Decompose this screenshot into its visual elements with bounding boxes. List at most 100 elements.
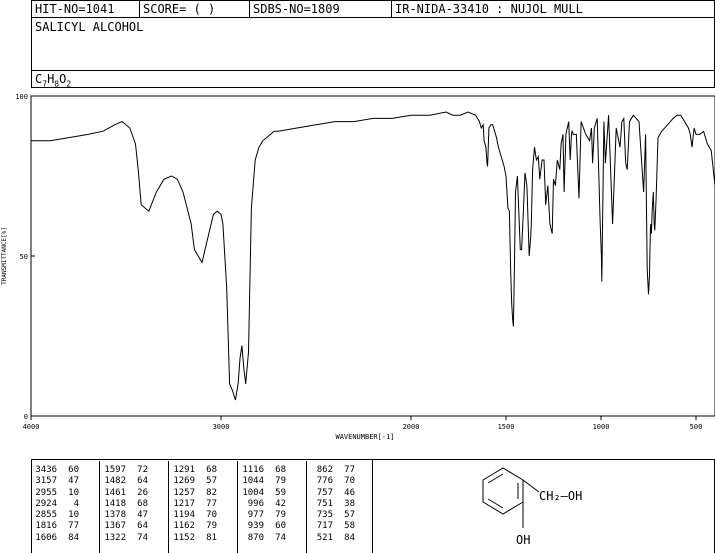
peak-transmittance: 79	[275, 510, 286, 521]
peak-row: 751 38	[307, 499, 373, 510]
peak-row: 1597 72	[100, 465, 168, 476]
peak-wavenumber: 1044	[242, 476, 264, 487]
peak-row: 3157 47	[31, 476, 99, 487]
peak-row: 1152 81	[169, 533, 237, 544]
peak-wavenumber: 939	[247, 521, 264, 532]
header-bar: HIT-NO=1041 SCORE= ( ) SDBS-NO=1809 IR-N…	[31, 0, 715, 18]
peak-wavenumber: 2855	[35, 510, 57, 521]
x-tick-label: 3000	[213, 423, 230, 431]
spectrum-series-line	[31, 111, 715, 401]
peak-wavenumber: 3157	[35, 476, 57, 487]
peak-column: 3436 60 3157 47 2955 10 2924 4 2855 10 1816 77 1606 8…	[31, 461, 100, 553]
peak-wavenumber: 776	[316, 476, 333, 487]
peak-transmittance: 72	[137, 465, 148, 475]
peak-transmittance: 64	[137, 521, 148, 532]
formula-box: C7H8O2	[31, 70, 715, 88]
ir-spectrum-chart: 0 50 100 4000 3000 2000 1500 1000 500 WAVENUMBE…	[1, 93, 715, 441]
score: SCORE= ( )	[140, 1, 250, 18]
peak-row: 1482 64	[100, 476, 168, 487]
peak-row: 1257 82	[169, 488, 237, 499]
peak-row: 862 77	[307, 465, 373, 476]
peak-transmittance: 79	[206, 521, 217, 532]
ir-nida: IR-NIDA-33410 : NUJOL MULL	[395, 2, 583, 16]
peak-wavenumber: 1378	[104, 510, 126, 521]
peak-transmittance: 47	[137, 510, 148, 521]
bond-to-ch2	[522, 479, 540, 493]
peak-transmittance: 77	[344, 465, 355, 475]
peak-wavenumber: 2955	[35, 487, 57, 498]
peak-row: 776 70	[307, 476, 373, 487]
x-axis-label: WAVENUMBER[-1]	[335, 433, 394, 441]
peak-row: 3436 60	[31, 465, 99, 476]
peak-wavenumber: 735	[316, 510, 333, 521]
y-axis-label: TRANSMITTANCE[%]	[1, 227, 8, 285]
y-tick-label: 50	[20, 253, 28, 261]
peak-transmittance: 59	[275, 487, 286, 498]
x-tick-label: 2000	[403, 423, 420, 431]
peak-transmittance: 84	[344, 532, 355, 543]
peak-transmittance: 47	[68, 476, 79, 487]
sdbs-no: SDBS-NO=1809	[250, 1, 392, 18]
peak-wavenumber: 1816	[35, 521, 57, 532]
peak-transmittance: 4	[73, 498, 79, 509]
peak-row: 1116 68	[238, 465, 306, 476]
peak-row: 1044 79	[238, 476, 306, 487]
peak-transmittance: 57	[344, 510, 355, 521]
peak-column: 1597 72 1482 64 1461 26 1418 68 1378 47 1367 64 1322…	[100, 461, 169, 553]
peak-wavenumber: 1217	[173, 498, 195, 509]
peak-transmittance: 46	[344, 487, 355, 498]
hit-no: HIT-NO=1041	[32, 1, 140, 18]
peak-row: 1194 70	[169, 510, 237, 521]
plot-frame	[30, 95, 715, 417]
peak-row: 717 58	[307, 521, 373, 532]
peak-column: 1291 68 1269 57 1257 82 1217 77 1194 70 1162 79 1152…	[169, 461, 238, 553]
peak-transmittance: 60	[275, 521, 286, 532]
peak-row: 2955 10	[31, 488, 99, 499]
peak-row: 1217 77	[169, 499, 237, 510]
x-tick-label: 4000	[23, 423, 40, 431]
molecular-formula: C7H8O2	[35, 72, 72, 89]
peak-transmittance: 42	[275, 498, 286, 509]
peak-wavenumber: 3436	[35, 465, 57, 475]
y-tick-label: 100	[15, 93, 28, 101]
peak-transmittance: 26	[137, 487, 148, 498]
peak-transmittance: 64	[137, 476, 148, 487]
peak-transmittance: 38	[344, 498, 355, 509]
peak-wavenumber: 1162	[173, 521, 195, 532]
peak-row: 757 46	[307, 488, 373, 499]
x-tick-label: 500	[690, 423, 703, 431]
peak-wavenumber: 1322	[104, 532, 126, 543]
peak-transmittance: 70	[344, 476, 355, 487]
benzene-ring	[482, 467, 524, 515]
peak-row: 2924 4	[31, 499, 99, 510]
peak-row: 2855 10	[31, 510, 99, 521]
peak-transmittance: 77	[206, 498, 217, 509]
peak-transmittance: 57	[206, 476, 217, 487]
peak-wavenumber: 521	[316, 532, 333, 543]
peak-transmittance: 60	[68, 465, 79, 475]
peak-wavenumber: 1257	[173, 487, 195, 498]
y-tick-label: 0	[24, 413, 28, 421]
peak-column: 1116 68 1044 79 1004 59 996 42 977 79 939 60 870 74	[238, 461, 307, 553]
oh-label: OH	[516, 533, 530, 547]
peak-wavenumber: 751	[316, 498, 333, 509]
peak-transmittance: 10	[68, 510, 79, 521]
peak-wavenumber: 1597	[104, 465, 126, 475]
ring-double-bond	[487, 473, 504, 484]
peak-transmittance: 68	[275, 465, 286, 475]
peak-row: 1378 47	[100, 510, 168, 521]
peak-transmittance: 68	[206, 465, 217, 475]
x-tick-label: 1000	[593, 423, 610, 431]
peak-row: 1162 79	[169, 521, 237, 532]
peak-row: 521 84	[307, 533, 373, 544]
peak-wavenumber: 1194	[173, 510, 195, 521]
peak-wavenumber: 977	[247, 510, 264, 521]
peak-transmittance: 74	[275, 532, 286, 543]
peak-wavenumber: 1291	[173, 465, 195, 475]
peak-row: 870 74	[238, 533, 306, 544]
peak-transmittance: 68	[137, 498, 148, 509]
peak-transmittance: 58	[344, 521, 355, 532]
structure-box: CH₂—OH OH	[372, 459, 715, 553]
peak-transmittance: 81	[206, 532, 217, 543]
peak-wavenumber: 1116	[242, 465, 264, 475]
